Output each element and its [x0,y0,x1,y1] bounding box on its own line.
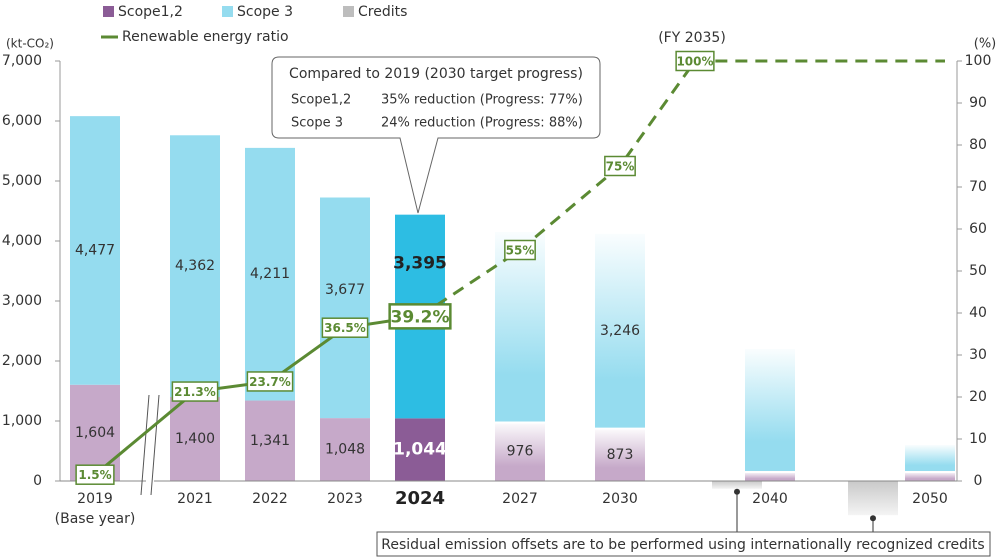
bar-label: 4,477 [75,242,115,258]
callout-label: Scope1,2 [291,93,351,108]
y2-tick-label: 0 [974,473,983,489]
ratio-label-box [171,381,219,402]
bar-label: 1,341 [250,433,290,449]
ratio-label: 75% [606,160,635,174]
bar-label: 3,677 [325,282,365,298]
y2-axis-label: (%) [974,37,997,52]
ratio-label: 1.5% [78,468,111,482]
bar-label: 873 [607,447,634,463]
bar-segment [245,400,295,481]
ratio-label-box [321,317,369,338]
y2-tick-label: 10 [969,431,987,447]
bar-segment [495,232,545,423]
x-tick-label: 2019 [77,491,113,507]
bar-label: 1,400 [175,431,215,447]
y-tick-label: 6,000 [2,113,42,129]
callout-label: Scope 3 [291,116,343,131]
ratio-line-dashed [419,59,945,318]
ratio-label-box [604,155,636,177]
bar-segment [745,472,795,481]
x-tick-label: 2024 [395,488,445,509]
ratio-label-box [388,303,452,330]
y-tick-label: 7,000 [2,53,42,69]
callout-value: 35% reduction (Progress: 77%) [381,93,583,108]
bar-label: 1,048 [325,442,365,458]
callout-title: Compared to 2019 (2030 target progress) [289,66,583,82]
bar-segment [595,428,645,481]
ratio-label: 21.3% [174,385,216,399]
legend-label: Scope1,2 [118,4,183,20]
bar-label: 976 [507,444,534,460]
y-tick-label: 3,000 [2,293,42,309]
bar-segment [320,197,370,419]
bar-segment [320,418,370,481]
y2-tick-label: 100 [965,53,992,69]
footnote: Residual emission offsets are to be perf… [381,537,984,553]
bar-segment [170,135,220,397]
legend-swatch [222,6,233,17]
bar-segment [245,147,295,401]
y2-tick-label: 80 [969,137,987,153]
y2-tick-label: 90 [969,95,987,111]
bar-label: 3,395 [393,254,447,274]
x-tick-label: 2040 [752,491,788,507]
bar-segment [395,418,445,481]
bar-segment [495,422,545,481]
credit-bar [712,481,762,489]
bar-segment [595,233,645,429]
ratio-label-box [504,239,536,261]
ratio-label: 23.7% [249,375,291,389]
y2-tick-label: 50 [969,263,987,279]
y-tick-label: 4,000 [2,233,42,249]
bar-label: 1,604 [75,425,115,441]
ratio-label: 55% [506,244,535,258]
legend-label: Renewable energy ratio [122,29,289,45]
footnote-box [376,531,991,557]
bar-label: 4,362 [175,258,215,274]
x-tick-note: (Base year) [55,511,136,527]
ratio-label: 39.2% [391,307,450,327]
fy-annotation: (FY 2035) [658,30,726,46]
ratio-label: 100% [676,55,713,69]
y-tick-label: 1,000 [2,413,42,429]
y-tick-label: 2,000 [2,353,42,369]
x-tick-label: 2022 [252,491,288,507]
y2-tick-label: 30 [969,347,987,363]
x-tick-label: 2023 [327,491,363,507]
y2-tick-label: 60 [969,221,987,237]
ratio-label-box [75,464,115,485]
bar-segment [70,116,120,385]
y2-tick-label: 20 [969,389,987,405]
bar-segment [905,445,955,472]
y-tick-label: 0 [33,473,42,489]
x-tick-label: 2027 [502,491,538,507]
callout-box [271,56,601,214]
axis-break [150,394,160,496]
legend-swatch [103,6,114,17]
y2-tick-label: 70 [969,179,987,195]
bar-label: 1,044 [393,440,447,460]
credit-bar [848,481,898,516]
ratio-label-box [246,371,294,392]
axis-break [140,394,150,496]
bar-segment [905,472,955,481]
legend-swatch [343,6,354,17]
bar-label: 3,246 [600,323,640,339]
ratio-label-box [675,50,715,72]
y2-tick-label: 40 [969,305,987,321]
x-tick-label: 2050 [912,491,948,507]
bar-label: 4,211 [250,266,290,282]
legend-label: Credits [358,4,407,20]
x-tick-label: 2030 [602,491,638,507]
legend-label: Scope 3 [237,4,293,20]
axis-break-gap [146,395,154,495]
bar-segment [745,349,795,472]
ratio-label: 36.5% [324,321,366,335]
bar-segment [170,397,220,481]
y-axis-label: (kt-CO₂) [6,37,54,51]
x-tick-label: 2021 [177,491,213,507]
callout-value: 24% reduction (Progress: 88%) [381,116,583,131]
y-tick-label: 5,000 [2,173,42,189]
